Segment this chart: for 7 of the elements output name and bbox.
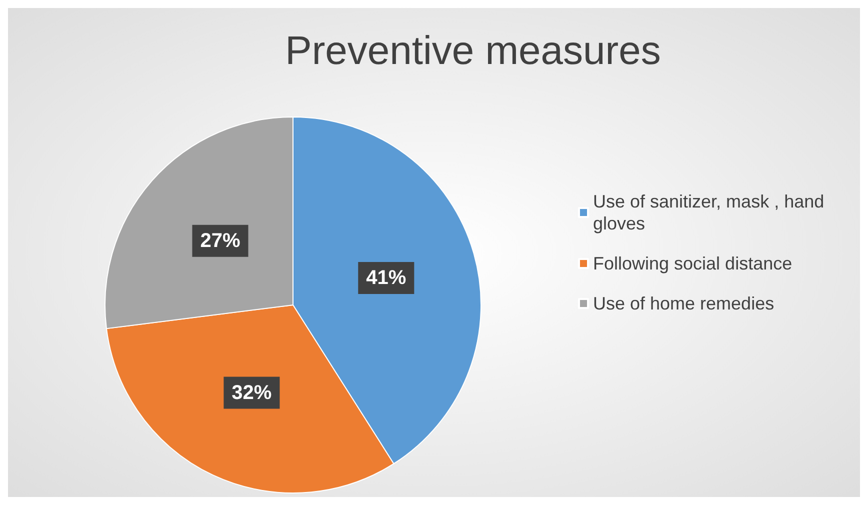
legend-label: Use of sanitizer, mask , hand gloves: [593, 192, 830, 234]
data-label: 27%: [200, 230, 240, 252]
data-label: 41%: [366, 266, 406, 289]
chart-title: Preventive measures: [285, 29, 661, 73]
data-label: 32%: [232, 382, 272, 404]
legend-label: Use of home remedies: [593, 294, 774, 314]
legend-label: Following social distance: [593, 254, 792, 274]
